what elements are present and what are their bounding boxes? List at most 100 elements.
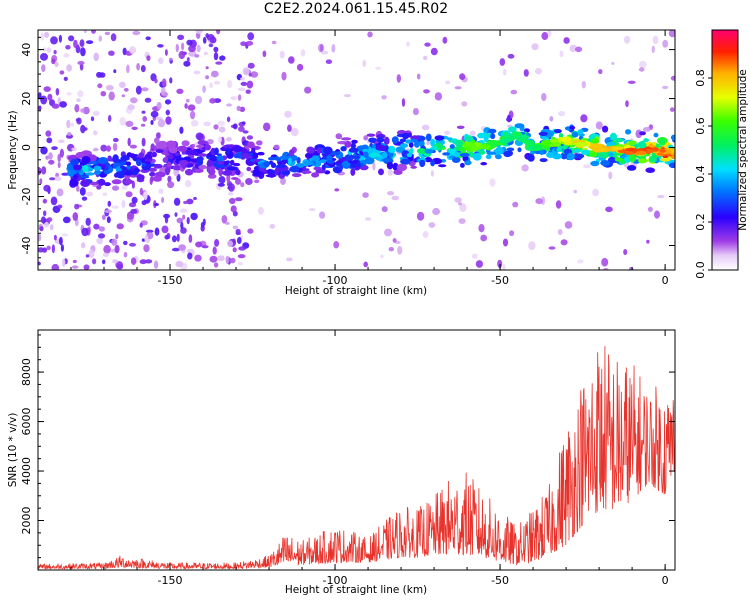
ridge-cell [69,178,78,186]
noise-speckle [454,86,462,90]
ridge-cell [446,137,453,141]
noise-speckle [104,209,112,214]
ridge-cell [80,179,91,187]
x-tick-label: -150 [158,574,183,587]
noise-speckle [226,103,233,107]
ridge-cell [454,139,463,147]
ridge-cell [652,141,657,146]
ridge-cell [138,152,145,159]
ridge-cell [527,154,535,162]
ridge-cell [375,144,386,151]
noise-speckle [523,69,529,77]
ridge-cell [486,151,497,155]
noise-speckle [206,139,214,145]
noise-speckle [564,221,573,229]
noise-speckle [547,30,552,37]
noise-speckle [105,84,114,91]
ridge-cell [257,151,265,156]
noise-speckle [38,247,45,253]
noise-speckle [93,223,100,230]
ridge-core-cell [462,142,476,148]
ridge-cell [222,170,233,176]
noise-speckle [161,197,165,203]
noise-speckle [38,261,41,266]
noise-speckle [153,260,159,269]
noise-speckle [205,33,209,39]
noise-speckle [229,197,236,205]
noise-speckle [195,241,203,248]
noise-speckle [53,50,57,55]
ridge-core-cell [635,150,647,156]
ridge-cell [315,169,327,174]
ridge-core-cell [527,146,535,151]
noise-speckle [123,251,128,258]
noise-speckle [320,50,329,55]
ridge-cell [141,162,146,167]
noise-speckle [497,259,503,268]
noise-speckle [158,188,164,194]
ridge-cell [376,133,386,139]
noise-speckle [85,217,91,226]
noise-speckle [183,60,191,67]
ridge-cell [253,152,259,157]
snr-x-label: Height of straight line (km) [285,584,427,596]
noise-speckle [240,41,247,46]
noise-speckle [280,177,286,186]
noise-speckle [144,234,149,243]
noise-speckle [76,98,81,102]
noise-speckle [375,66,382,70]
noise-speckle [423,89,430,94]
noise-speckle [142,116,147,122]
noise-speckle [212,247,217,255]
noise-speckle [43,210,47,217]
noise-speckle [225,221,230,225]
noise-speckle [178,244,187,251]
noise-speckle [139,187,144,196]
noise-speckle [195,30,203,35]
noise-speckle [131,196,138,204]
noise-speckle [141,137,146,147]
noise-speckle [74,203,80,210]
noise-speckle [503,68,507,76]
ridge-cell [396,163,408,172]
noise-speckle [334,188,340,192]
ridge-cell [98,178,106,186]
noise-speckle [247,32,255,41]
noise-speckle [426,141,430,145]
noise-speckle [647,206,653,212]
noise-speckle [81,227,89,237]
ridge-cell [514,123,525,129]
ridge-cell [571,131,579,138]
x-tick-label: -150 [158,274,183,287]
ridge-cell [310,155,320,163]
noise-speckle [66,119,71,129]
noise-speckle [213,46,219,53]
noise-speckle [442,36,448,44]
ridge-cell [73,174,79,180]
noise-speckle [502,263,506,270]
noise-speckle [401,98,406,107]
ridge-cell [303,160,314,166]
noise-speckle [175,43,179,53]
ridge-cell [279,155,289,160]
noise-speckle [131,126,138,130]
noise-speckle [169,77,173,84]
noise-speckle [108,114,112,123]
ridge-core-cell [502,133,516,137]
noise-speckle [521,164,529,172]
noise-speckle [213,124,219,130]
noise-speckle [300,49,306,57]
noise-speckle [49,224,54,231]
noise-speckle [227,183,235,192]
ridge-cell [162,157,169,163]
noise-speckle [454,197,462,203]
noise-speckle [187,252,193,260]
noise-speckle [100,144,108,152]
noise-speckle [38,233,42,242]
noise-speckle [92,110,100,116]
noise-speckle [458,218,466,225]
noise-speckle [98,226,106,232]
ridge-core-cell [469,146,482,151]
noise-speckle [654,210,660,219]
spectrogram-panel: -150 -100 -50 0 -40 -20 0 20 40 Height of straig… [7,29,676,297]
